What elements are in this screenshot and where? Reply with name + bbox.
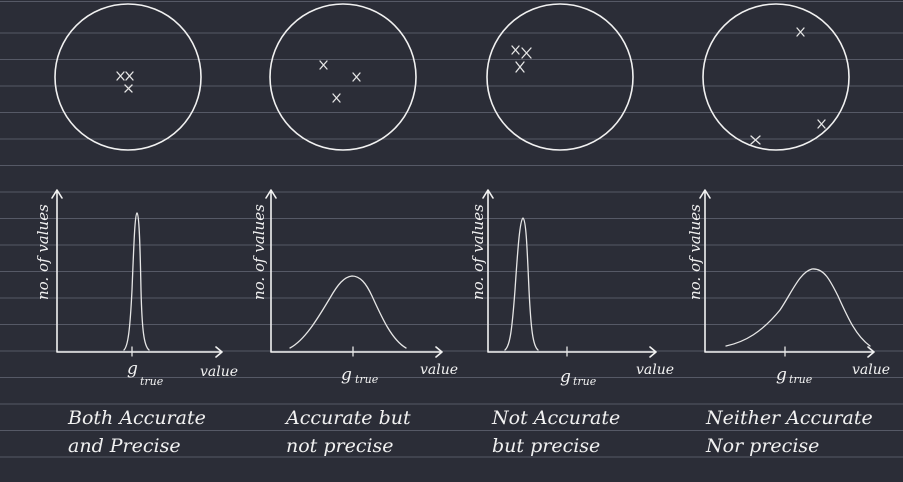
caption-line-1: Accurate but — [286, 407, 411, 429]
distribution-graph-1: no. of values value g true — [34, 189, 238, 388]
caption-line-1: Not Accurate — [492, 407, 621, 429]
hit-mark — [116, 71, 125, 81]
target-hits — [750, 27, 826, 145]
true-value-subscript: true — [140, 375, 164, 388]
target-3 — [486, 3, 634, 151]
y-axis-label: no. of values — [250, 204, 268, 300]
hit-mark — [515, 61, 525, 73]
true-value-symbol: g — [341, 365, 352, 385]
graph-axes — [51, 189, 223, 358]
distribution-graph-4: no. of values value g true — [686, 189, 890, 386]
y-axis-label: no. of values — [686, 204, 704, 300]
caption-line-2: and Precise — [68, 435, 181, 457]
x-axis-label: value — [420, 362, 458, 378]
target-1 — [54, 3, 202, 151]
target-hits — [319, 60, 361, 103]
distribution-curve — [725, 268, 871, 347]
target-circle — [702, 3, 850, 151]
hit-mark — [319, 60, 328, 70]
hit-mark — [511, 45, 520, 55]
graph-axes — [699, 189, 875, 358]
target-4 — [702, 3, 850, 151]
y-axis-label: no. of values — [34, 204, 52, 300]
distribution-graph-2: no. of values value g true — [250, 189, 458, 386]
hit-mark — [352, 72, 361, 82]
hit-mark — [332, 93, 341, 103]
caption-line-1: Neither Accurate — [706, 407, 873, 429]
x-axis-label: value — [636, 362, 674, 378]
hit-mark — [124, 84, 133, 93]
target-hits — [116, 71, 134, 93]
distribution-graph-3: no. of values value g true — [469, 189, 674, 388]
distribution-curve — [123, 212, 150, 351]
target-2 — [269, 3, 417, 151]
target-circle — [54, 3, 202, 151]
target-circle — [486, 3, 634, 151]
true-value-subscript: true — [789, 373, 813, 386]
caption-both-accurate-precise: Both Accurate and Precise — [68, 404, 206, 460]
hit-mark — [125, 71, 134, 81]
caption-not-accurate-precise: Not Accurate but precise — [492, 404, 620, 460]
distribution-curve — [504, 217, 539, 351]
target-hits — [511, 45, 532, 73]
graph-axes — [265, 189, 443, 358]
true-value-subscript: true — [573, 375, 597, 388]
true-value-symbol: g — [776, 365, 787, 385]
hit-mark — [750, 135, 761, 145]
caption-line-2: but precise — [492, 435, 601, 457]
distribution-curve — [289, 275, 407, 349]
caption-accurate-not-precise: Accurate but not precise — [286, 404, 411, 460]
x-axis-label: value — [200, 364, 238, 380]
true-value-subscript: true — [355, 373, 379, 386]
true-value-symbol: g — [127, 359, 138, 379]
x-axis-label: value — [852, 362, 890, 378]
caption-neither-accurate-precise: Neither Accurate Nor precise — [706, 404, 873, 460]
hit-mark — [521, 47, 532, 59]
caption-line-1: Both Accurate — [68, 407, 206, 429]
y-axis-label: no. of values — [469, 204, 487, 300]
caption-line-2: Nor precise — [706, 435, 820, 457]
caption-line-2: not precise — [286, 435, 394, 457]
target-circle — [269, 3, 417, 151]
true-value-symbol: g — [560, 367, 571, 387]
hit-mark — [817, 119, 826, 129]
graph-axes — [482, 189, 657, 358]
hit-mark — [796, 27, 805, 37]
